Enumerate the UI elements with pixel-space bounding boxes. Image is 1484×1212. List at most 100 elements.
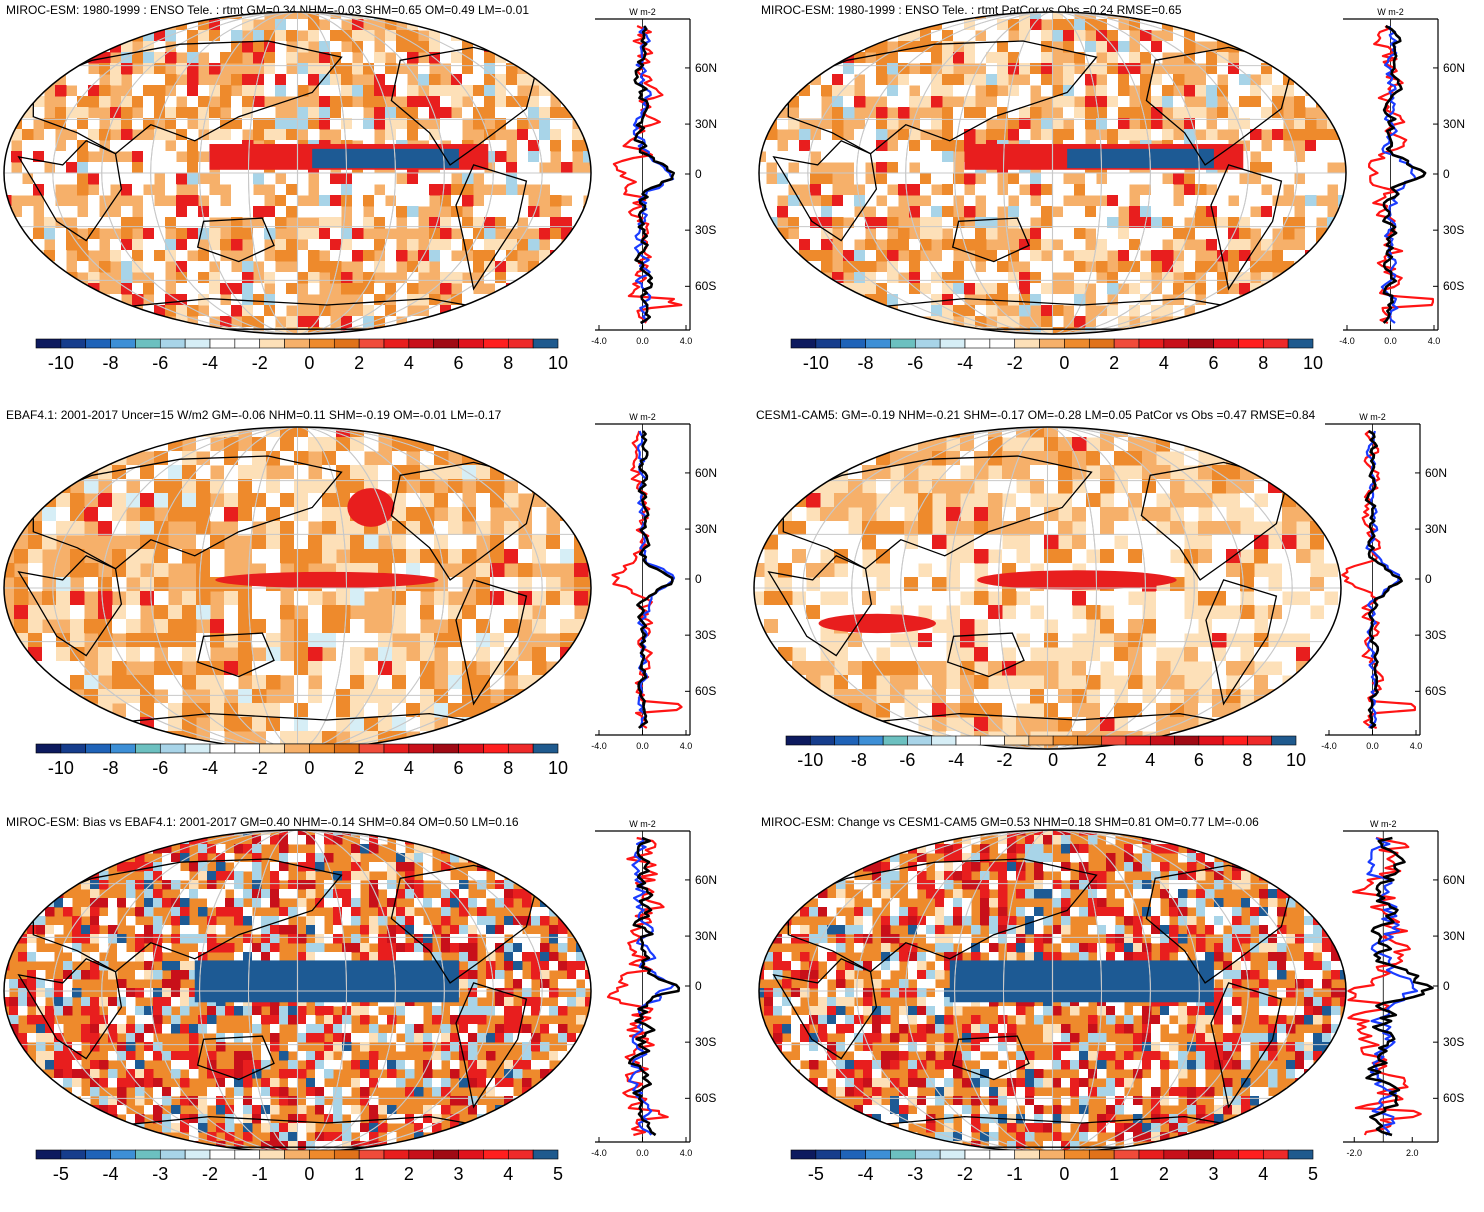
colorbar-swatch [235,339,260,348]
colorbar-swatch [835,736,859,745]
colorbar-tick-label: -6 [152,353,168,373]
profile-lat-label: 60S [695,685,716,697]
colorbar-tick-label: -10 [48,353,74,373]
profile-x-tick-label: -2.0 [1346,1148,1362,1158]
profile-unit-label: W m-2 [1370,819,1397,829]
colorbar-tick-label: 8 [503,758,513,778]
colorbar-swatch [36,1150,61,1159]
colorbar-swatch [135,1150,160,1159]
colorbar [35,743,559,754]
colorbar-swatch [1015,1150,1040,1159]
map-field [0,423,595,753]
profile-x-tick-label: 0.0 [1366,741,1379,751]
map-field [0,8,595,338]
colorbar-swatch [810,736,834,745]
panel-p4: CESM1-CAM5: GM=-0.19 NHM=-0.21 SHM=-0.17… [750,405,1484,805]
colorbar-swatch [260,1150,285,1159]
colorbar-tick-label: -2 [997,750,1013,770]
colorbar-swatch [791,1150,816,1159]
colorbar-tick-label: 0 [304,1164,314,1184]
colorbar-swatch [1040,1150,1065,1159]
colorbar-swatch [915,339,940,348]
colorbar-swatch [786,736,810,745]
colorbar-swatch [334,1150,359,1159]
colorbar-swatch [859,736,883,745]
colorbar-swatch [434,1150,459,1159]
colorbar-tick-label: 5 [1308,1164,1318,1184]
colorbar-swatch [533,1150,558,1159]
colorbar-tick-label: 6 [454,758,464,778]
profile-lat-label: 30N [695,523,717,535]
colorbar-swatch [965,1150,990,1159]
profile-x-tick-label: -4.0 [591,1148,607,1158]
colorbar-swatch [816,1150,841,1159]
colorbar-swatch [384,339,409,348]
world-map [0,423,595,753]
profile-lat-label: 0 [695,980,702,992]
colorbar-tick-label: 3 [454,1164,464,1184]
colorbar-swatch [61,1150,86,1159]
colorbar-tick-label: -2 [202,1164,218,1184]
profile-lat-label: 30N [1443,930,1465,942]
zonal-mean-profile [595,830,692,1146]
colorbar-tick-label: -8 [851,750,867,770]
profile-unit-label: W m-2 [629,412,656,422]
colorbar-tick-label: -4 [948,750,964,770]
colorbar-tick-label: 2 [1109,353,1119,373]
profile-lat-label: 30N [695,118,717,130]
colorbar-tick-label: -4 [103,1164,119,1184]
profile-lat-label: 30S [1443,1036,1464,1048]
colorbar-tick-label: 10 [548,758,568,778]
profile-x-tick-label: 0.0 [636,1148,649,1158]
profile-x-tick-label: -4.0 [591,336,607,346]
colorbar-tick-label: -5 [808,1164,824,1184]
colorbar-swatch [309,339,334,348]
colorbar-tick-label: -4 [202,758,218,778]
colorbar-tick-label: 8 [503,353,513,373]
colorbar-swatch [1114,339,1139,348]
colorbar-swatch [1029,736,1053,745]
colorbar-tick-label: 0 [1059,353,1069,373]
world-map [755,8,1350,338]
colorbar-swatch [1040,339,1065,348]
profile-lat-label: 0 [1443,980,1450,992]
profile-line-ocean [638,431,674,728]
profile-unit-label: W m-2 [629,7,656,17]
colorbar-tick-label: -2 [252,353,268,373]
colorbar-swatch [1288,339,1313,348]
colorbar-swatch [1089,1150,1114,1159]
colorbar-swatch [1189,339,1214,348]
colorbar-tick-label: 2 [404,1164,414,1184]
colorbar-swatch [384,744,409,753]
colorbar [785,735,1297,746]
map-field [755,826,1350,1156]
colorbar-swatch [235,1150,260,1159]
colorbar-tick-label: 2 [354,353,364,373]
zonal-mean-profile [1343,830,1440,1146]
colorbar-tick-label: -4 [858,1164,874,1184]
zonal-mean-profile [595,423,692,739]
colorbar-swatch [533,339,558,348]
panel-title: EBAF4.1: 2001-2017 Uncer=15 W/m2 GM=-0.0… [6,408,501,422]
colorbar-swatch [434,744,459,753]
colorbar-swatch [890,339,915,348]
panel-p6: MIROC-ESM: Change vs CESM1-CAM5 GM=0.53 … [755,812,1484,1212]
colorbar-swatch [1214,339,1239,348]
profile-x-tick-label: 4.0 [680,1148,693,1158]
profile-unit-label: W m-2 [1377,7,1404,17]
colorbar-swatch [384,1150,409,1159]
profile-lat-label: 60N [695,467,717,479]
colorbar-tick-label: -1 [1007,1164,1023,1184]
colorbar-tick-label: 10 [1303,353,1323,373]
colorbar-tick-label: 0 [1048,750,1058,770]
colorbar-swatch [1263,1150,1288,1159]
colorbar-swatch [135,744,160,753]
profile-lat-label: 60N [695,874,717,886]
colorbar-tick-label: -1 [252,1164,268,1184]
panel-p1: MIROC-ESM: 1980-1999 : ENSO Tele. : rtmt… [0,0,740,400]
colorbar-swatch [1015,339,1040,348]
profile-lat-label: 0 [695,168,702,180]
zonal-mean-profile [595,18,692,334]
colorbar-tick-label: 8 [1242,750,1252,770]
colorbar [790,1149,1314,1160]
